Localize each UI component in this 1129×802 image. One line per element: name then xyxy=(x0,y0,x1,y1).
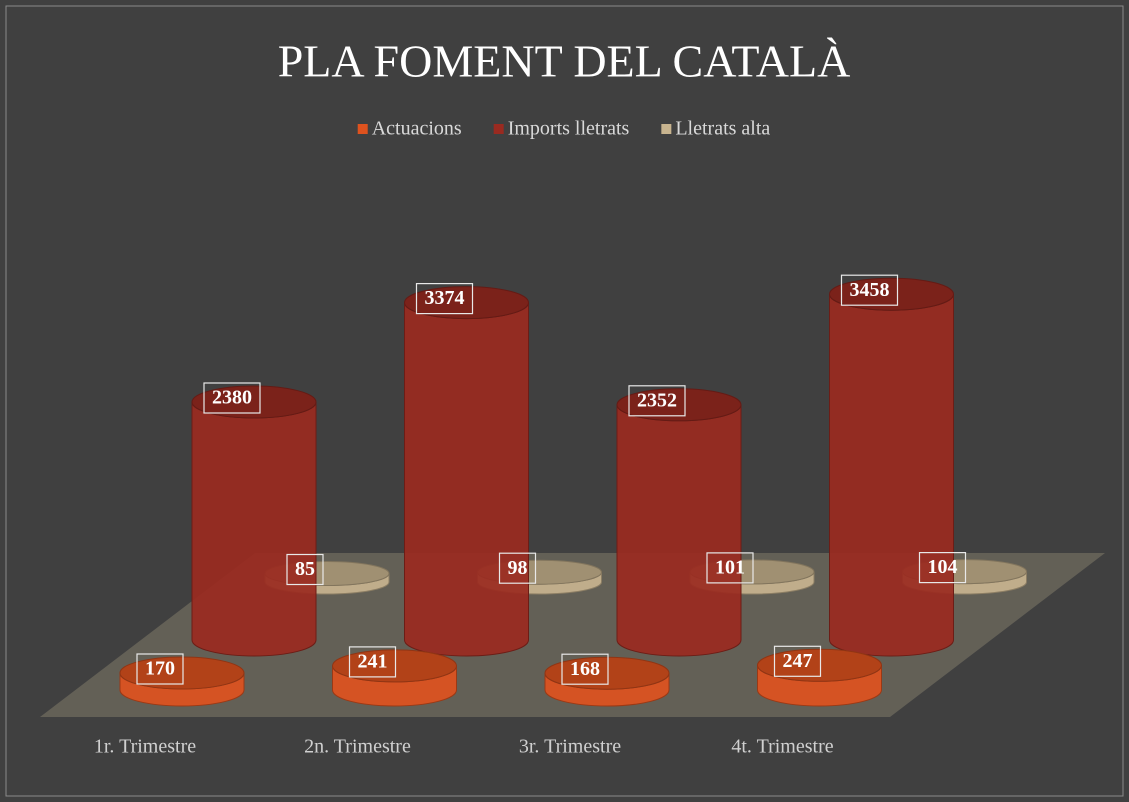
cylinder-top xyxy=(616,388,742,422)
data-label-box xyxy=(203,382,261,414)
legend-label: Imports lletrats xyxy=(508,118,630,140)
data-label-box xyxy=(136,653,184,685)
data-label: 3458 xyxy=(850,279,890,301)
data-label-box xyxy=(348,646,397,678)
data-label-box xyxy=(498,552,537,584)
data-label: 104 xyxy=(928,556,958,578)
data-label: 247 xyxy=(783,650,813,672)
cylinder xyxy=(829,294,954,657)
legend: Actuacions Imports lletrats Lletrats alta xyxy=(357,118,770,140)
legend-label: Actuacions xyxy=(372,118,462,140)
data-label-box xyxy=(918,551,967,584)
data-label-box xyxy=(706,552,754,584)
cylinder-top xyxy=(757,648,882,682)
cylinder-top xyxy=(544,656,670,690)
data-label-box xyxy=(628,385,686,417)
legend-swatch xyxy=(493,124,504,134)
data-label: 2352 xyxy=(637,389,677,411)
cylinder xyxy=(191,401,317,657)
data-label: 98 xyxy=(508,557,528,579)
data-label-box xyxy=(561,653,609,685)
data-label-box xyxy=(415,283,474,315)
data-label: 3374 xyxy=(425,287,465,309)
chart-title: PLA FOMENT DEL CATALÀ xyxy=(278,36,851,87)
legend-label: Lletrats alta xyxy=(675,118,770,140)
cylinder-top xyxy=(404,286,529,320)
x-tick-label: 3r. Trimestre xyxy=(519,736,621,758)
data-label: 2380 xyxy=(212,387,252,409)
cylinder xyxy=(616,404,742,657)
cylinder-top xyxy=(332,649,457,683)
data-label: 168 xyxy=(570,658,600,680)
data-label-box xyxy=(840,274,899,306)
legend-swatch xyxy=(661,124,672,134)
data-label-box xyxy=(773,645,822,677)
data-label: 170 xyxy=(145,658,175,680)
x-tick-label: 4t. Trimestre xyxy=(731,736,833,758)
data-label: 85 xyxy=(295,558,315,580)
legend-swatch xyxy=(357,124,368,134)
cylinder-top xyxy=(191,385,317,419)
cylinder-top xyxy=(119,656,245,690)
data-label: 241 xyxy=(358,650,388,672)
x-tick-label: 2n. Trimestre xyxy=(304,736,411,758)
data-label: 101 xyxy=(715,556,745,578)
x-tick-label: 1r. Trimestre xyxy=(94,736,196,758)
cylinder xyxy=(404,302,529,657)
cylinder-top xyxy=(829,277,954,311)
data-label-box xyxy=(286,553,324,586)
